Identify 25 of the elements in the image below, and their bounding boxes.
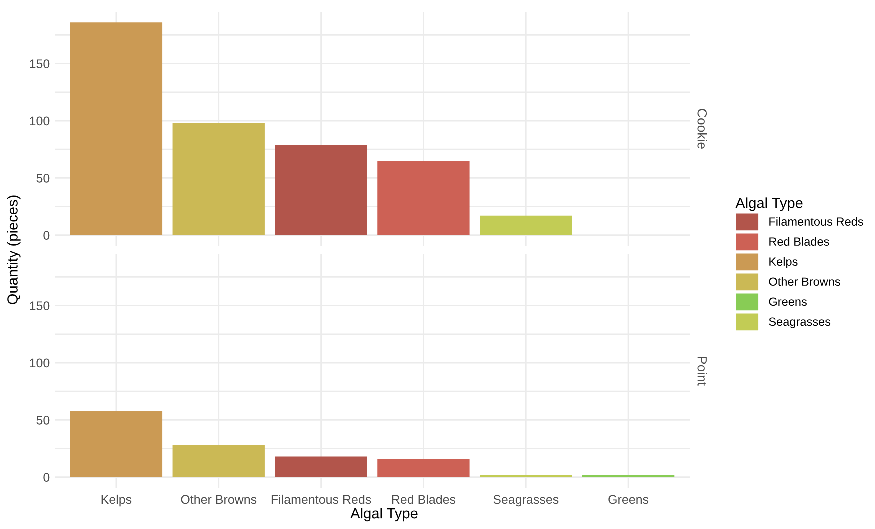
legend-label: Red Blades [770, 237, 830, 246]
x-tick-label: Kelps [102, 494, 132, 507]
legend-label: Greens [769, 298, 807, 306]
x-axis-title: Algal Type [350, 508, 418, 522]
legend-label: Seagrasses [769, 318, 831, 328]
y-tick-label: 100 [30, 116, 50, 126]
text: Point [698, 357, 708, 386]
y-tick-label: 150 [30, 60, 50, 68]
x-tick-label: Greens [608, 495, 649, 504]
legend-label: Kelps [770, 257, 798, 268]
y-tick-label: 0 [44, 231, 50, 240]
y-tick-label: 100 [30, 358, 50, 368]
legend-label: Filamentous Reds [770, 217, 864, 226]
y-tick-label: 50 [36, 416, 50, 425]
x-tick-label: Other Browns [181, 494, 257, 504]
x-tick-label: Red Blades [392, 494, 456, 504]
y-tick-label: 150 [30, 302, 50, 310]
text: Cookie [698, 109, 708, 149]
y-tick-label: 50 [36, 174, 50, 183]
x-tick-label: Filamentous Reds [272, 494, 372, 504]
x-tick-label: Seagrasses [494, 495, 559, 507]
y-axis-title: Quantity (pieces) [7, 196, 21, 304]
legend-title: Algal Type [736, 198, 803, 212]
legend-label: Other Browns [769, 277, 840, 286]
y-tick-label: 0 [44, 473, 50, 482]
